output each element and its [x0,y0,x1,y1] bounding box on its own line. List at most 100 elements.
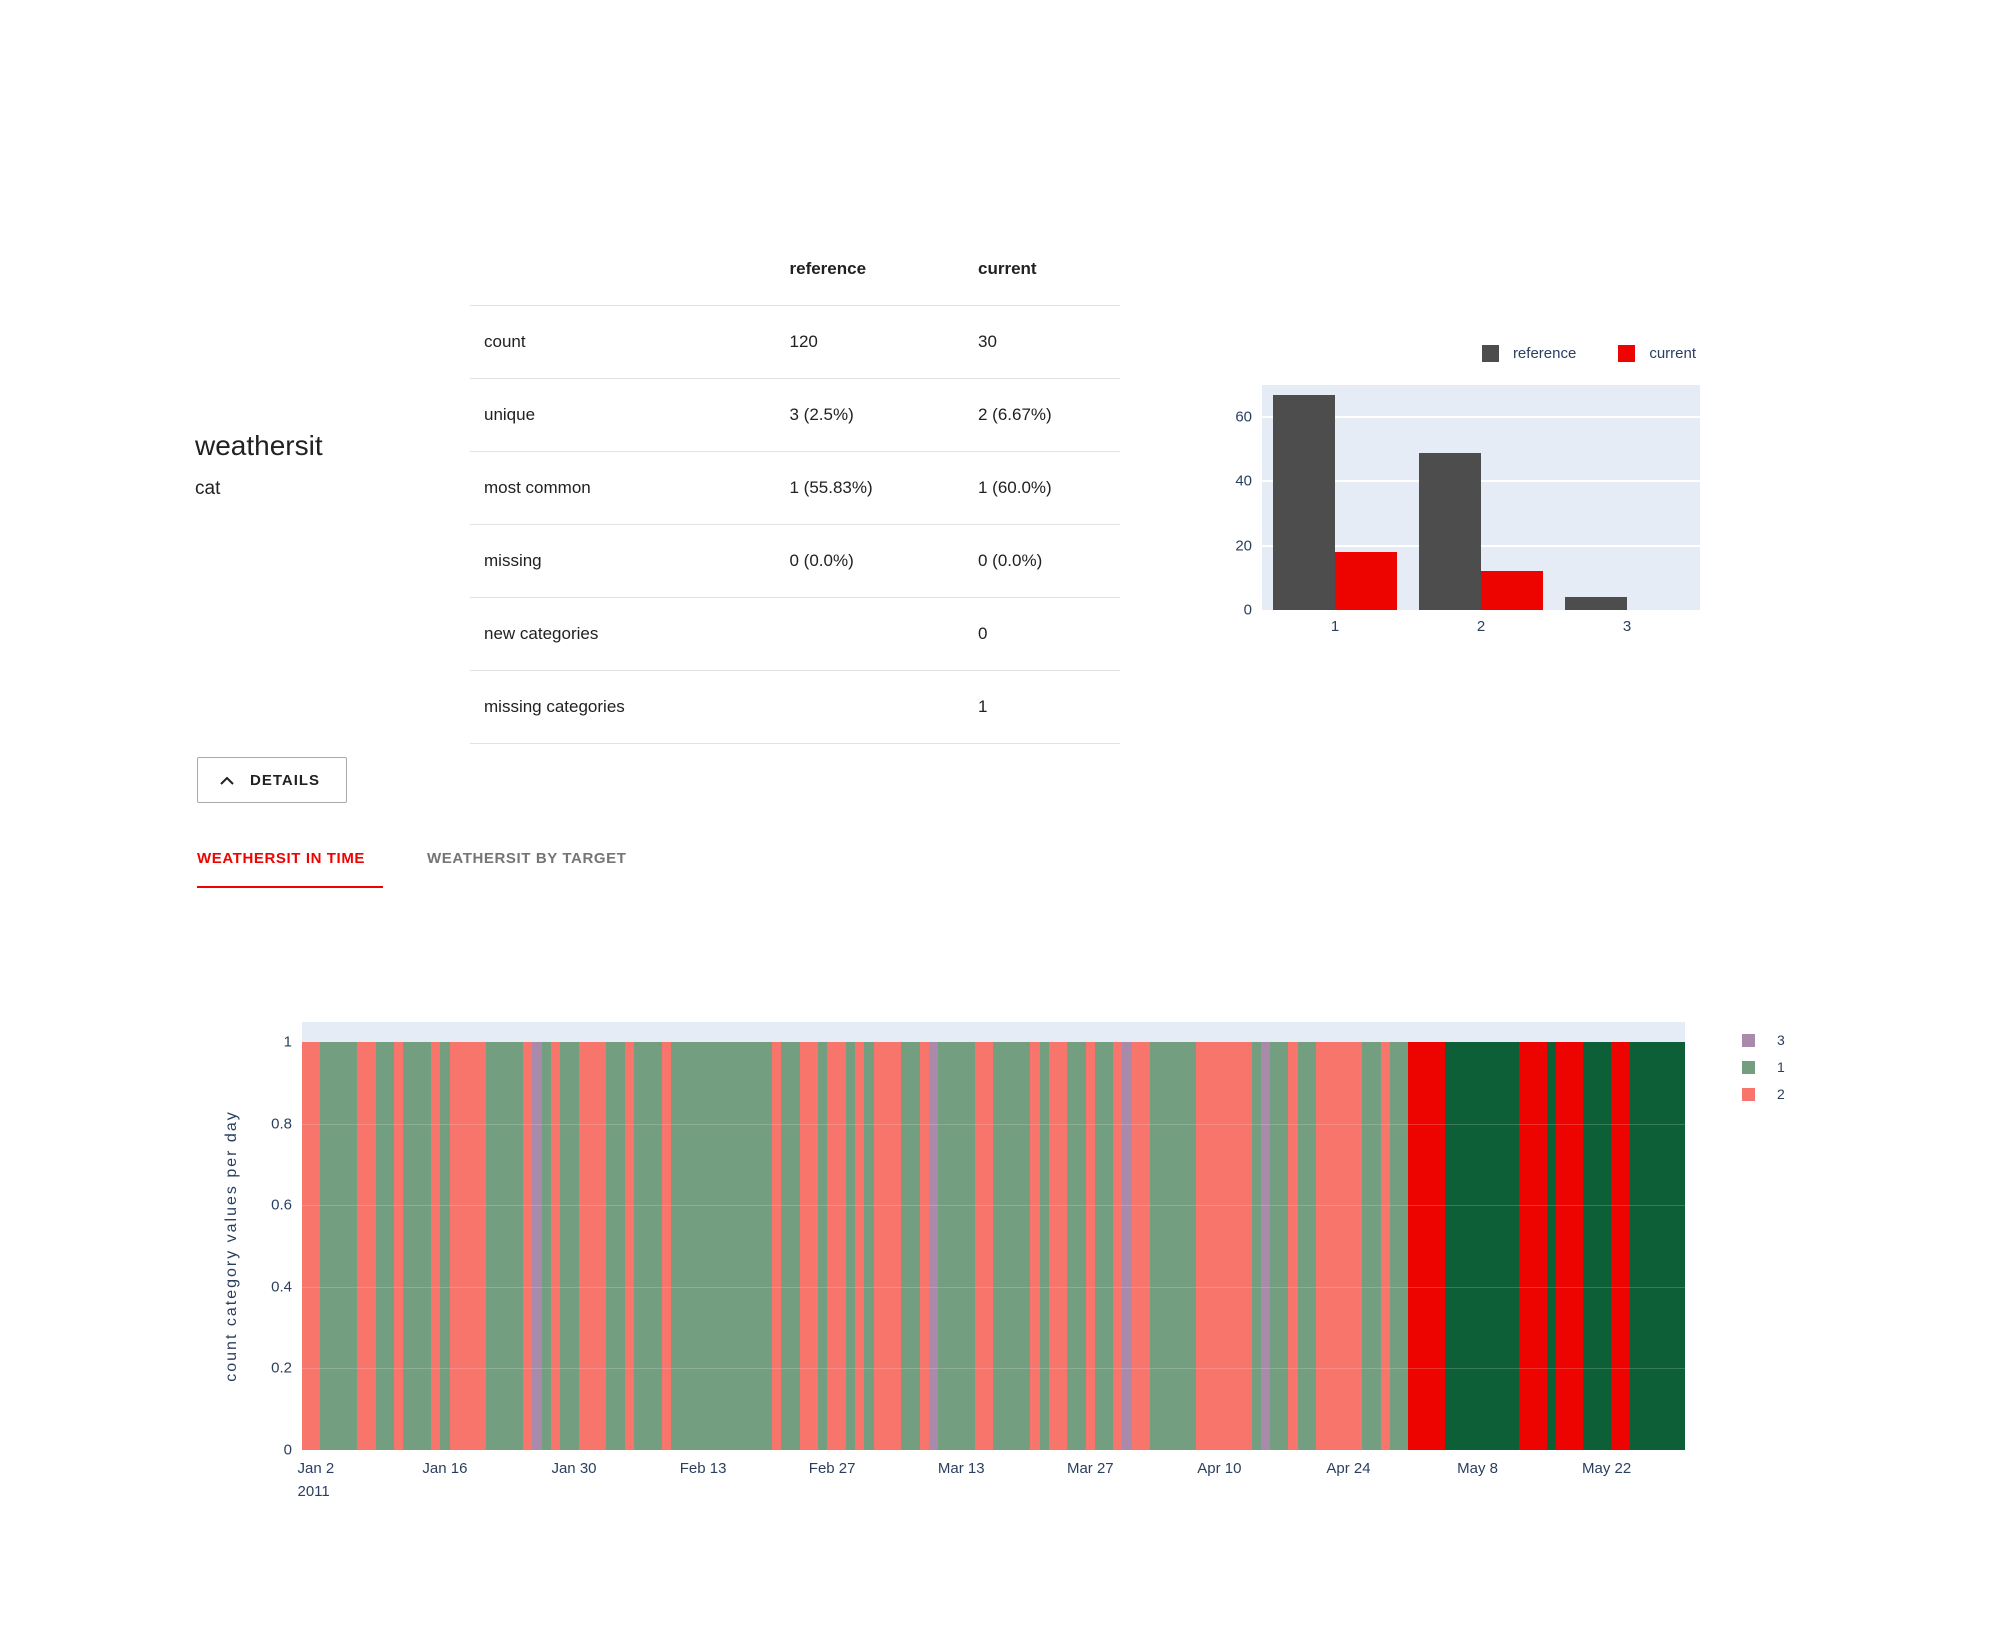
gridline [302,1123,1685,1125]
day-bar [1196,1042,1206,1450]
legend-label: reference [1512,344,1577,362]
day-bar [938,1042,948,1450]
distribution-legend: reference current [1205,342,1700,364]
day-bar [1472,1042,1482,1450]
day-bar [855,1042,865,1450]
row-label: most common [484,478,591,497]
day-bar [357,1042,367,1450]
legend-item-category-3[interactable]: 3 [1742,1032,1785,1048]
y-tick-label: 40 [1235,472,1252,490]
day-bar [338,1042,349,1450]
day-bar [1620,1042,1630,1450]
day-bar [1251,1042,1261,1450]
day-bar [329,1042,339,1450]
legend-label: current [1649,344,1696,362]
x-tick-label: Mar 27 [1067,1460,1114,1477]
day-bar [1638,1042,1648,1450]
x-tick-label: 3 [1622,618,1632,635]
day-bar [679,1042,690,1450]
stats-row-missing-categories: missing categories 1 [470,670,1120,744]
day-bar [1113,1042,1123,1450]
day-bar [1371,1042,1381,1450]
current-value: 2 (6.67%) [978,405,1052,424]
day-bar [458,1042,468,1450]
current-value: 30 [978,332,997,351]
tick-date: May 22 [1582,1460,1632,1477]
day-bar [1187,1042,1197,1450]
day-bar [1601,1042,1612,1450]
details-button[interactable]: DETAILS [197,757,348,803]
tick-date: Apr 24 [1326,1460,1371,1477]
stats-row-most-common: most common 1 (55.83%) 1 (60.0%) [470,451,1120,524]
day-bar [1002,1042,1012,1450]
day-bar [1343,1042,1353,1450]
y-tick-label: 0.6 [271,1196,292,1214]
day-bar [1159,1042,1169,1450]
y-tick-label: 60 [1235,408,1252,426]
legend-label: 3 [1777,1032,1785,1048]
day-bar [1583,1042,1593,1450]
day-bar [1325,1042,1335,1450]
tab-weathersit-by-target[interactable]: WEATHERSIT BY TARGET [427,850,627,867]
day-bar [1279,1042,1289,1450]
reference-value: 3 (2.5%) [789,405,854,424]
day-bar [809,1042,819,1450]
reference-value: 0 (0.0%) [789,551,854,570]
day-bar [1491,1042,1501,1450]
day-bar [1030,1042,1040,1450]
day-bar [1666,1042,1676,1450]
category-1-swatch-icon [1742,1060,1755,1074]
current-swatch-icon [1618,344,1636,362]
day-bar [845,1042,856,1450]
x-tick-label: Apr 10 [1197,1460,1241,1477]
day-bar [781,1042,791,1450]
feature-name: weathersit [195,430,323,461]
day-bar [1177,1042,1187,1450]
day-bar [633,1042,644,1450]
day-bar [1408,1042,1418,1450]
day-bar [1057,1042,1068,1450]
y-tick-label: 0.8 [271,1115,292,1133]
reference-value: 120 [789,332,818,351]
timeline-bars [302,1042,1685,1450]
day-bar [744,1042,754,1450]
legend-item-current[interactable]: current [1618,344,1696,362]
x-tick-label: Feb 27 [809,1460,856,1477]
day-bar [1611,1042,1621,1450]
day-bar [772,1042,782,1450]
day-bar [1463,1042,1473,1450]
legend-item-reference[interactable]: reference [1481,344,1577,362]
day-bar [1260,1042,1270,1450]
row-label: new categories [484,624,599,643]
day-bar [652,1042,662,1450]
day-bar [1657,1042,1667,1450]
day-bar [440,1042,450,1450]
y-tick-label: 0.2 [271,1359,292,1377]
day-bar [366,1042,376,1450]
day-bar [477,1042,487,1450]
day-bar [1205,1042,1215,1450]
day-bar [735,1042,745,1450]
day-bar [974,1042,985,1450]
day-bar [1288,1042,1298,1450]
day-bar [606,1042,616,1450]
gridline [302,1368,1685,1370]
day-bar [1297,1042,1307,1450]
day-bar [1242,1042,1252,1450]
stats-header-current: current [978,258,1037,278]
day-bar [560,1042,570,1450]
day-bar [956,1042,966,1450]
bar-reference-2 [1419,452,1481,610]
day-bar [892,1042,902,1450]
legend-item-category-2[interactable]: 2 [1742,1086,1785,1102]
tab-weathersit-in-time[interactable]: WEATHERSIT IN TIME [197,850,384,888]
day-bar [1334,1042,1344,1450]
legend-item-category-1[interactable]: 1 [1742,1059,1785,1075]
day-bar [1647,1042,1658,1450]
day-bar [1316,1042,1326,1450]
gridline [1262,544,1700,547]
day-bar [1048,1042,1058,1450]
day-bar [753,1042,763,1450]
day-bar [965,1042,975,1450]
day-bar [1039,1042,1049,1450]
